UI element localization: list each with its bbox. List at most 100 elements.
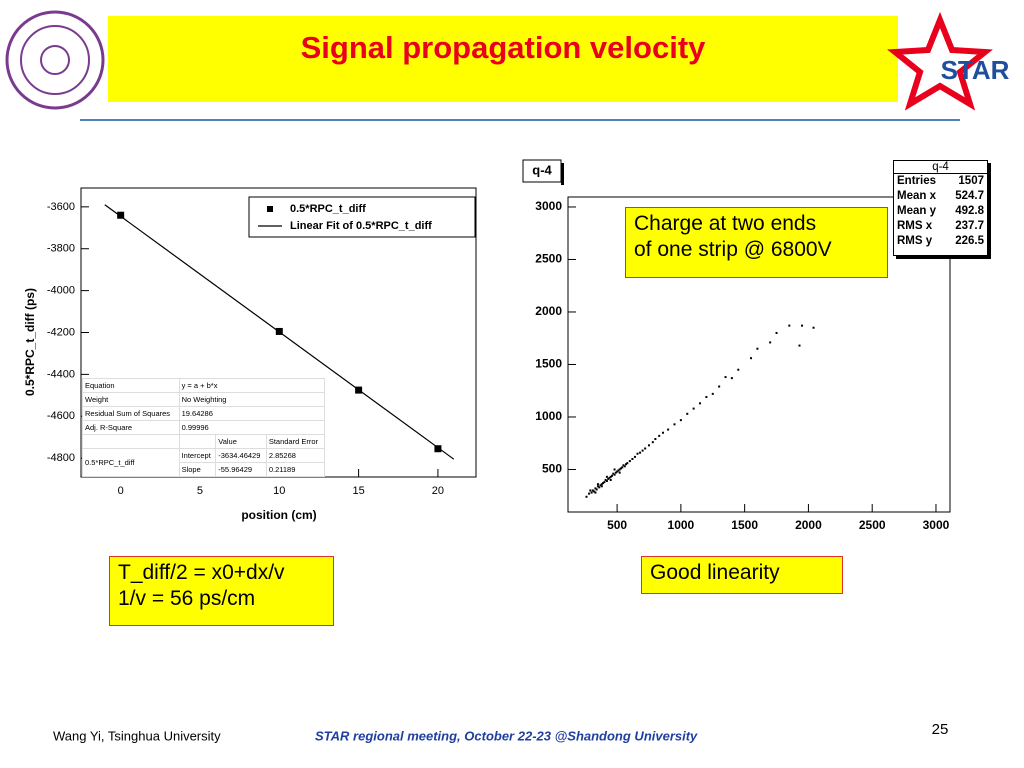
x-tick-label: 1000 (668, 518, 695, 532)
data-point (585, 495, 588, 498)
data-point (750, 357, 753, 360)
data-point (769, 341, 772, 344)
stats-cell: 524.7 (955, 190, 984, 202)
data-point (593, 490, 596, 493)
y-tick-label: 2000 (535, 304, 562, 318)
table-cell (82, 434, 180, 449)
data-point (622, 464, 625, 467)
data-point (609, 475, 612, 478)
footer-meeting: STAR regional meeting, October 22-23 @Sh… (315, 728, 698, 743)
table-row: 0.5*RPC_t_diff Intercept -3634.46429 2.8526… (82, 448, 326, 477)
table-cell: Intercept (178, 448, 217, 463)
table-cell: -3634.46429 (215, 448, 267, 463)
data-point (636, 452, 639, 455)
stats-cell: 492.8 (955, 205, 984, 217)
text: of one strip @ 6800V (634, 238, 832, 261)
table-row: Weight No Weighting (82, 392, 326, 407)
data-point (609, 478, 612, 481)
data-point (705, 396, 708, 399)
stats-row: Mean y 492.8 (894, 204, 987, 219)
plot-area-2 (567, 196, 951, 513)
data-point (651, 441, 654, 444)
x-tick-label: 20 (432, 485, 444, 497)
data-point (608, 476, 611, 479)
star-logo-text: STAR (941, 55, 1010, 85)
stats-row: RMS x 237.7 (894, 219, 987, 234)
data-point (613, 468, 616, 471)
title-band (108, 16, 898, 102)
x-tick-label: 2000 (795, 518, 822, 532)
y-tick-label: -4400 (47, 368, 75, 380)
data-point (641, 449, 644, 452)
data-point (667, 428, 670, 431)
data-point (626, 462, 629, 465)
table-row: Adj. R-Square 0.99996 (82, 420, 326, 435)
data-point (611, 474, 614, 477)
charge-box: Charge at two ends of one strip @ 6800V (625, 207, 888, 278)
data-point (775, 331, 778, 334)
data-point (658, 434, 661, 437)
y-tick-label: 2500 (535, 252, 562, 266)
data-point (596, 485, 599, 488)
data-point (692, 407, 695, 410)
data-point (644, 447, 647, 450)
stats-cell: 237.7 (955, 220, 984, 232)
data-point (599, 484, 602, 487)
x-axis-label: position (cm) (241, 508, 316, 522)
table-row: Equation y = a + b*x (82, 378, 326, 393)
data-point (633, 455, 636, 458)
table-cell: Value (215, 434, 267, 449)
stats-cell: RMS x (897, 220, 933, 232)
stats-row: Entries 1507 (894, 174, 987, 189)
table-cell (178, 434, 217, 449)
legend-label: 0.5*RPC_t_diff (290, 203, 366, 215)
text: Good linearity (650, 561, 780, 584)
data-point (605, 475, 608, 478)
stats-cell: Mean x (897, 190, 936, 202)
y-tick-label: -4800 (47, 452, 75, 464)
data-point (730, 377, 733, 380)
stats-row: Mean x 524.7 (894, 189, 987, 204)
x-tick-label: 15 (352, 485, 364, 497)
hist-title: q-4 (532, 162, 552, 177)
data-point (604, 478, 607, 481)
data-point (618, 471, 621, 474)
y-tick-label: -3600 (47, 201, 75, 213)
data-point (756, 347, 759, 350)
data-point (631, 457, 634, 460)
data-point (613, 473, 616, 476)
y-tick-label: -4600 (47, 410, 75, 422)
table-cell: Weight (82, 392, 180, 407)
data-point (718, 385, 721, 388)
data-point (434, 445, 442, 453)
legend-label: Linear Fit of 0.5*RPC_t_diff (290, 220, 432, 232)
table-cell: Adj. R-Square (82, 420, 180, 435)
hist-title-shadow (561, 163, 564, 185)
x-tick-label: 3000 (923, 518, 950, 532)
legend (248, 196, 476, 238)
formula-box: T_diff/2 = x0+dx/v 1/v = 56 ps/cm (109, 556, 334, 626)
data-point (618, 468, 621, 471)
stats-cell: Entries (897, 175, 936, 187)
y-tick-label: 1000 (535, 409, 562, 423)
slide-title: Signal propagation velocity (301, 30, 707, 65)
data-point (589, 489, 592, 492)
university-logo (5, 10, 105, 110)
table-cell: No Weighting (178, 392, 326, 407)
data-point (607, 477, 610, 480)
data-point (594, 491, 597, 494)
table-row: Residual Sum of Squares 19.64286 (82, 406, 326, 421)
data-point (596, 483, 599, 486)
y-tick-label: 500 (542, 462, 562, 476)
stats-cell: 226.5 (955, 235, 984, 247)
data-point (594, 487, 597, 490)
x-tick-label: 1500 (731, 518, 758, 532)
data-point (639, 451, 642, 454)
data-point (673, 423, 676, 426)
data-point (647, 444, 650, 447)
data-point (724, 376, 727, 379)
data-point (595, 488, 598, 491)
x-tick-label: 2500 (859, 518, 886, 532)
stats-box: q-4 Entries 1507 Mean x 524.7 Mean y 492.8 RMS … (893, 160, 988, 256)
